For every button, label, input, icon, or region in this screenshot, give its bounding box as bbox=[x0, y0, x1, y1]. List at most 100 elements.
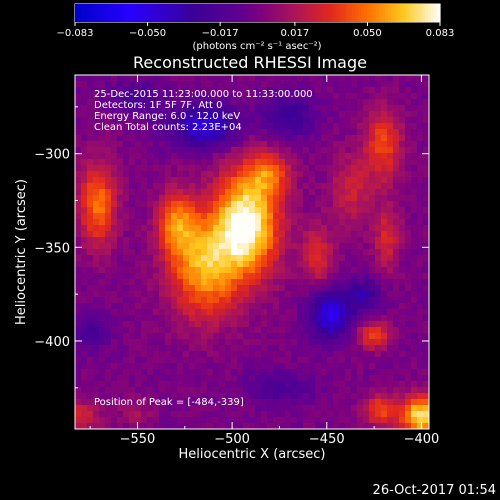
heatmap-cell bbox=[153, 189, 160, 196]
heatmap-cell bbox=[375, 105, 382, 112]
heatmap-cell bbox=[183, 363, 190, 370]
heatmap-cell bbox=[207, 321, 214, 328]
heatmap-cell bbox=[381, 123, 388, 130]
heatmap-cell bbox=[213, 129, 220, 136]
heatmap-cell bbox=[339, 111, 346, 118]
heatmap-cell bbox=[189, 387, 196, 394]
heatmap-cell bbox=[93, 291, 100, 298]
heatmap-cell bbox=[309, 243, 316, 250]
heatmap-cell bbox=[159, 375, 166, 382]
heatmap-cell bbox=[159, 327, 166, 334]
heatmap-cell bbox=[207, 213, 214, 220]
heatmap-cell bbox=[297, 105, 304, 112]
heatmap-cell bbox=[327, 201, 334, 208]
heatmap-cell bbox=[129, 81, 136, 88]
heatmap-cell bbox=[165, 231, 172, 238]
heatmap-cell bbox=[339, 183, 346, 190]
heatmap-cell bbox=[165, 321, 172, 328]
heatmap-cell bbox=[297, 387, 304, 394]
heatmap-cell bbox=[207, 207, 214, 214]
colorbar-segment bbox=[424, 4, 429, 22]
heatmap-cell bbox=[345, 267, 352, 274]
heatmap-cell bbox=[123, 189, 130, 196]
heatmap-cell bbox=[321, 111, 328, 118]
heatmap-cell bbox=[159, 171, 166, 178]
heatmap-cell bbox=[201, 81, 208, 88]
heatmap-cell bbox=[327, 303, 334, 310]
heatmap-cell bbox=[375, 99, 382, 106]
heatmap-cell bbox=[381, 357, 388, 364]
heatmap-cell bbox=[147, 153, 154, 160]
heatmap-cell bbox=[81, 135, 88, 142]
heatmap-cell bbox=[297, 81, 304, 88]
heatmap-cell bbox=[141, 309, 148, 316]
heatmap-cell bbox=[195, 369, 202, 376]
heatmap-cell bbox=[393, 207, 400, 214]
heatmap-cell bbox=[219, 297, 226, 304]
heatmap-cell bbox=[177, 105, 184, 112]
heatmap-cell bbox=[213, 195, 220, 202]
heatmap-cell bbox=[249, 315, 256, 322]
heatmap-cell bbox=[117, 159, 124, 166]
heatmap-cell bbox=[285, 177, 292, 184]
heatmap-cell bbox=[225, 75, 232, 82]
heatmap-cell bbox=[315, 297, 322, 304]
heatmap-cell bbox=[81, 279, 88, 286]
heatmap-cell bbox=[99, 87, 106, 94]
heatmap-cell bbox=[75, 225, 82, 232]
heatmap-cell bbox=[327, 273, 334, 280]
heatmap-cell bbox=[87, 303, 94, 310]
heatmap-cell bbox=[105, 297, 112, 304]
heatmap-cell bbox=[87, 123, 94, 130]
heatmap-cell bbox=[201, 159, 208, 166]
heatmap-cell bbox=[213, 363, 220, 370]
heatmap-cell bbox=[315, 207, 322, 214]
heatmap-cell bbox=[153, 147, 160, 154]
heatmap-cell bbox=[123, 159, 130, 166]
heatmap-cell bbox=[81, 171, 88, 178]
heatmap-cell bbox=[231, 291, 238, 298]
heatmap-cell bbox=[99, 99, 106, 106]
colorbar-segment bbox=[379, 4, 383, 22]
heatmap-cell bbox=[207, 201, 214, 208]
heatmap-cell bbox=[369, 135, 376, 142]
heatmap-cell bbox=[117, 303, 124, 310]
colorbar-segment bbox=[330, 4, 335, 22]
heatmap-cell bbox=[267, 177, 274, 184]
heatmap-cell bbox=[273, 393, 280, 400]
heatmap-cell bbox=[183, 183, 190, 190]
heatmap-cell bbox=[345, 255, 352, 262]
heatmap-cell bbox=[111, 75, 118, 82]
heatmap-cell bbox=[411, 261, 418, 268]
heatmap-cell bbox=[411, 381, 418, 388]
heatmap-cell bbox=[177, 141, 184, 148]
heatmap-cell bbox=[291, 243, 298, 250]
heatmap-cell bbox=[237, 387, 244, 394]
heatmap-cell bbox=[111, 267, 118, 274]
heatmap-cell bbox=[273, 405, 280, 412]
heatmap-cell bbox=[333, 255, 340, 262]
heatmap-cell bbox=[129, 405, 136, 412]
heatmap-cell bbox=[267, 123, 274, 130]
colorbar-unit-label: (photons cm⁻² s⁻¹ asec⁻²) bbox=[192, 41, 321, 52]
heatmap-cell bbox=[213, 249, 220, 256]
heatmap-cell bbox=[129, 369, 136, 376]
heatmap-cell bbox=[81, 237, 88, 244]
heatmap-cell bbox=[333, 387, 340, 394]
heatmap-cell bbox=[165, 375, 172, 382]
heatmap-cell bbox=[189, 231, 196, 238]
heatmap-cell bbox=[393, 405, 400, 412]
heatmap-cell bbox=[237, 213, 244, 220]
heatmap-cell bbox=[135, 117, 142, 124]
heatmap-cell bbox=[111, 381, 118, 388]
heatmap-cell bbox=[339, 219, 346, 226]
heatmap-cell bbox=[243, 99, 250, 106]
heatmap-cell bbox=[309, 303, 316, 310]
heatmap-cell bbox=[249, 135, 256, 142]
heatmap-cell bbox=[231, 345, 238, 352]
heatmap-cell bbox=[159, 159, 166, 166]
heatmap-cell bbox=[147, 381, 154, 388]
heatmap-cell bbox=[189, 93, 196, 100]
heatmap-cell bbox=[339, 123, 346, 130]
heatmap-cell bbox=[381, 201, 388, 208]
